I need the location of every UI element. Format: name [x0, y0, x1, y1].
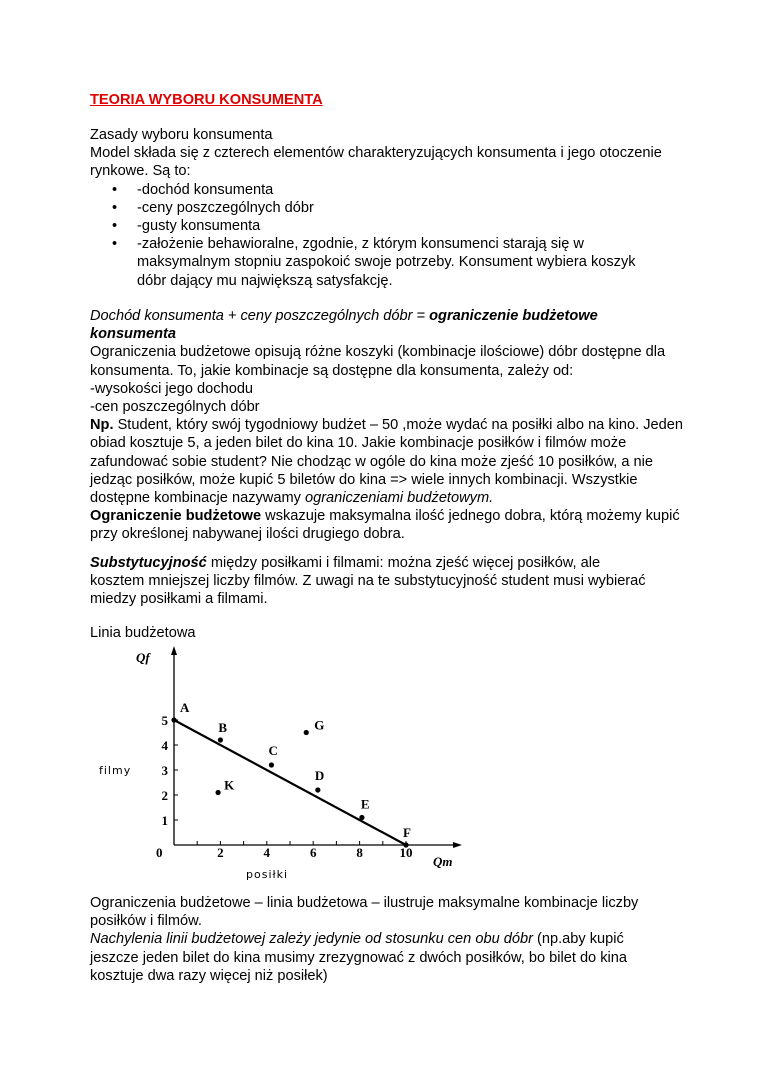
substitution-section: Substytucyjność między posiłkami i filma… — [90, 554, 650, 609]
data-point-c — [268, 762, 275, 768]
y-tick-label: 4 — [162, 738, 169, 753]
data-point-e — [359, 814, 365, 821]
x-axis-symbol: Qm — [433, 854, 453, 869]
point-label-a: A — [180, 700, 190, 715]
point-label-e: E — [361, 797, 370, 812]
intro-heading: Zasady wyboru konsumenta — [90, 127, 273, 143]
origin-label: 0 — [156, 845, 163, 860]
substitution-paragraph: Substytucyjność między posiłkami i filma… — [90, 554, 650, 609]
example-text: Student, który swój tygodniowy budżet – … — [90, 417, 683, 507]
dependency-2: -cen poszczególnych dóbr — [90, 399, 260, 416]
formula-bold: ograniczenie budżetowe konsumenta — [90, 308, 598, 343]
point-label-c: C — [268, 743, 277, 758]
data-point-d — [315, 787, 321, 793]
substitution-term: Substytucyjność — [90, 555, 207, 571]
definition-text: wskazuje maksymalna ilość jednego dobra,… — [90, 508, 680, 543]
example-label: Np. — [90, 417, 114, 434]
slope-paragraph: Nachylenia linii budżetowej zależy jedyn… — [90, 930, 675, 985]
y-tick-label: 1 — [162, 813, 169, 828]
budget-section: Dochód konsumenta + ceny poszczególnych … — [90, 307, 685, 544]
substitution-text: między posiłkami i filmami: można zjeść … — [90, 555, 646, 608]
point-label-d: D — [315, 768, 324, 783]
data-point-b — [217, 737, 223, 743]
list-item: -gusty konsumenta — [112, 217, 680, 235]
data-point-g — [303, 729, 309, 736]
intro-text: Model składa się z czterech elementów ch… — [90, 145, 662, 180]
intro-section: Zasady wyboru konsumenta Model składa si… — [90, 126, 680, 290]
example-italic: ograniczeniami budżetowym. — [304, 490, 494, 507]
x-tick-label: 10 — [400, 845, 413, 860]
x-tick-label: 2 — [217, 845, 224, 860]
data-point-a — [171, 717, 177, 723]
title-text: TEORIA WYBORU KONSUMENTA — [90, 92, 323, 108]
conclusion-paragraph: Ograniczenia budżetowe – linia budżetowa… — [90, 895, 639, 930]
x-axis-arrow-icon — [453, 842, 462, 848]
y-axis-arrow-icon — [171, 646, 177, 655]
y-axis-symbol: Qf — [136, 650, 151, 665]
y-tick-label: 3 — [162, 763, 169, 778]
data-point-f — [403, 842, 409, 848]
list-item: -założenie behawioralne, zgodnie, z któr… — [112, 235, 680, 290]
example-paragraph: Np. Student, który swój tygodniowy budże… — [90, 416, 685, 507]
slope-italic: Nachylenia linii budżetowej zależy jedyn… — [90, 931, 533, 948]
slope-text: (np.aby kupić jeszcze jeden bilet do kin… — [90, 931, 627, 984]
definition-paragraph: Ograniczenie budżetowe wskazuje maksymal… — [90, 507, 685, 543]
dependency-1: -wysokości jego dochodu — [90, 380, 254, 397]
y-axis-label: filmy — [99, 764, 131, 777]
definition-bold: Ograniczenie budżetowe — [90, 508, 262, 525]
point-label-g: G — [314, 718, 324, 733]
list-item: -dochód konsumenta — [112, 181, 680, 199]
point-label-b: B — [218, 720, 227, 735]
x-axis-label: posiłki — [246, 868, 288, 881]
formula: Dochód konsumenta + ceny poszczególnych … — [90, 307, 685, 343]
budget-line — [173, 719, 407, 846]
page-title: TEORIA WYBORU KONSUMENTA — [90, 91, 680, 109]
x-tick-label: 8 — [356, 845, 363, 860]
point-label-k: K — [224, 778, 235, 793]
conclusion-section: Ograniczenia budżetowe – linia budżetowa… — [90, 894, 675, 985]
formula-italic: Dochód konsumenta + ceny poszczególnych … — [90, 308, 430, 324]
y-tick-label: 2 — [162, 788, 169, 803]
point-label-f: F — [403, 825, 411, 840]
x-tick-label: 4 — [264, 845, 271, 860]
chart-caption: Linia budżetowa — [90, 625, 196, 641]
budget-paragraph: Ograniczenia budżetowe opisują różne kos… — [90, 344, 666, 379]
x-tick-label: 6 — [310, 845, 317, 860]
list-item: -ceny poszczególnych dóbr — [112, 199, 680, 217]
data-point-k — [215, 789, 221, 796]
y-tick-label: 5 — [162, 713, 169, 728]
bullet-list: -dochód konsumenta -ceny poszczególnych … — [90, 181, 680, 290]
